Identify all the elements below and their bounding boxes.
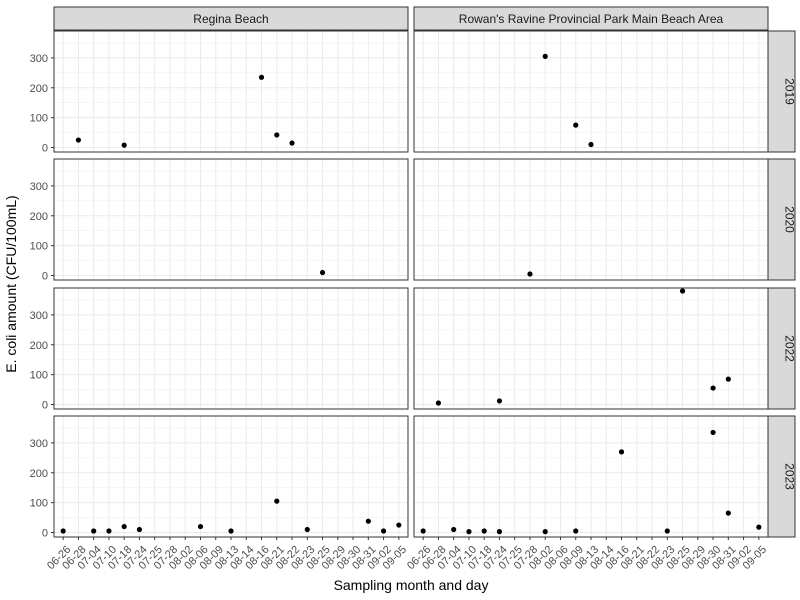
data-point	[664, 528, 670, 534]
data-point	[496, 398, 503, 404]
data-point	[274, 132, 280, 138]
y-tick-label: 200	[30, 340, 48, 352]
panel-border	[413, 30, 769, 153]
y-tick-label: 200	[30, 83, 48, 95]
y-axis-title: E. coli amount (CFU/100mL)	[3, 195, 19, 372]
facet-panel	[413, 287, 769, 410]
data-point	[756, 524, 762, 530]
data-point	[725, 376, 731, 382]
y-tick-label: 100	[30, 370, 48, 382]
y-tick-label: 300	[30, 310, 48, 322]
facet-panel	[53, 30, 409, 153]
y-tick-label: 100	[30, 498, 48, 510]
facet-strip-row-label: 2019	[783, 78, 797, 105]
facet-panel	[413, 158, 769, 281]
panel-border	[413, 287, 769, 410]
data-point	[588, 141, 594, 148]
facet-strip-row	[767, 287, 796, 410]
y-tick-label: 300	[30, 53, 48, 65]
data-point	[228, 528, 234, 534]
data-point	[289, 140, 295, 146]
panel-border	[53, 287, 409, 410]
data-point	[75, 137, 82, 143]
facet-strip-column-label: Rowan's Ravine Provincial Park Main Beac…	[459, 12, 724, 26]
panel-border	[53, 158, 409, 281]
x-axis-title: Sampling month and day	[334, 577, 489, 593]
data-point	[710, 429, 716, 436]
data-point	[121, 523, 127, 530]
data-point	[380, 528, 387, 534]
data-point	[91, 528, 97, 534]
data-point	[106, 528, 112, 534]
data-point	[725, 510, 731, 516]
y-tick-label: 0	[42, 143, 48, 155]
y-tick-label: 300	[30, 438, 48, 450]
facet-panel	[53, 158, 409, 281]
facet-panel	[53, 415, 409, 538]
data-point	[274, 498, 280, 504]
data-point	[319, 269, 326, 276]
data-point	[710, 385, 716, 391]
data-point	[435, 400, 442, 406]
facet-strip-column-label: Regina Beach	[193, 12, 268, 26]
facet-panel	[413, 30, 769, 153]
y-tick-label: 0	[42, 528, 48, 540]
facet-strip-row-label: 2023	[783, 463, 797, 490]
y-tick-label: 0	[42, 271, 48, 283]
y-tick-label: 100	[30, 241, 48, 253]
data-point	[573, 122, 579, 128]
facet-strip-column	[53, 6, 409, 31]
data-point	[679, 288, 686, 294]
panel-border	[413, 158, 769, 281]
data-point	[121, 142, 127, 148]
data-point	[542, 53, 548, 59]
data-point	[618, 449, 625, 455]
facet-panel	[53, 287, 409, 410]
facet-strip-column	[413, 6, 769, 31]
data-point	[258, 74, 265, 80]
facet-strip-row	[767, 415, 796, 538]
data-point	[365, 518, 371, 524]
facet-strip-row-label: 2020	[783, 206, 797, 233]
facet-panel	[413, 415, 769, 538]
data-point	[466, 529, 472, 535]
data-point	[573, 528, 579, 534]
data-point	[396, 522, 402, 528]
data-point	[197, 523, 204, 530]
data-point	[542, 529, 548, 535]
data-point	[496, 529, 503, 535]
data-point	[481, 528, 487, 534]
facet-strip-row-label: 2022	[783, 335, 797, 362]
y-tick-label: 0	[42, 400, 48, 412]
data-point	[304, 526, 310, 533]
y-tick-label: 200	[30, 211, 48, 223]
data-point	[451, 526, 457, 533]
y-tick-label: 100	[30, 113, 48, 125]
facet-strip-row	[767, 158, 796, 281]
y-tick-label: 300	[30, 181, 48, 193]
panel-border	[53, 30, 409, 153]
data-point	[60, 528, 66, 534]
data-point	[420, 528, 426, 534]
data-point	[136, 526, 143, 533]
y-tick-label: 200	[30, 468, 48, 480]
facet-strip-row	[767, 30, 796, 153]
data-point	[527, 271, 533, 277]
